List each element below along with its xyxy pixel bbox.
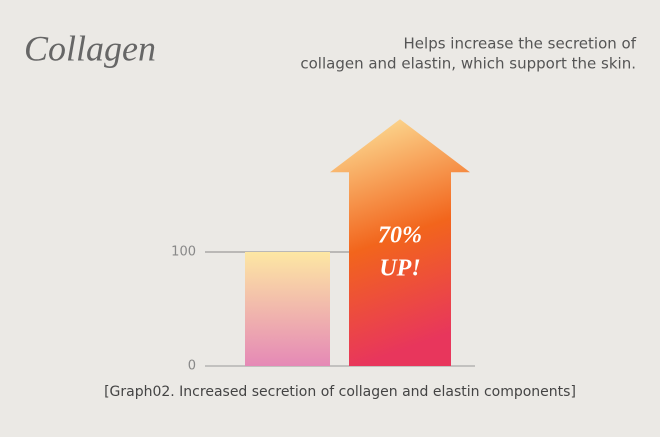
chart-title: Collagen [24, 28, 156, 68]
bar [245, 252, 330, 366]
annotation: 70% [378, 223, 422, 249]
arrow-bar [330, 119, 470, 366]
subtitle: collagen and elastin, which support the … [300, 55, 636, 73]
y-tick-label: 100 [171, 245, 196, 260]
caption: [Graph02. Increased secretion of collage… [104, 384, 576, 400]
y-tick-label: 0 [188, 359, 196, 374]
annotation: UP! [379, 256, 420, 282]
subtitle: Helps increase the secretion of [404, 35, 637, 53]
